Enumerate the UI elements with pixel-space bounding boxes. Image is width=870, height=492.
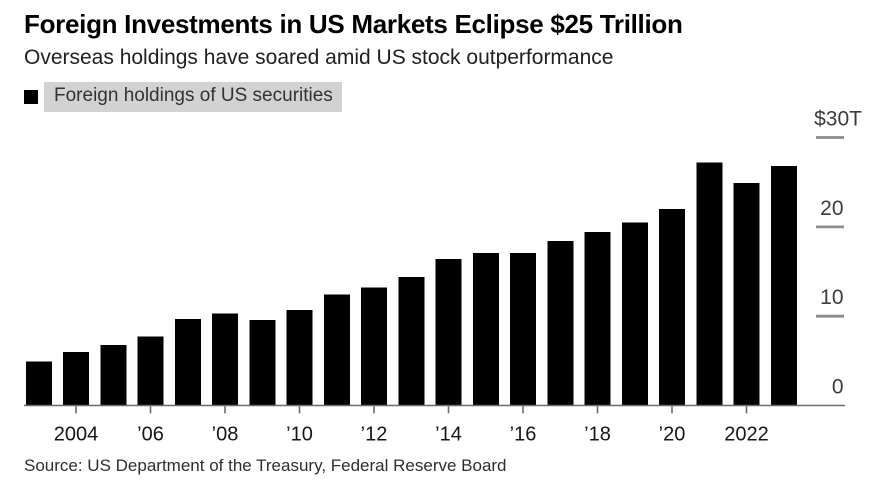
bar-2013 — [398, 276, 425, 406]
x-axis-label: 2004 — [54, 424, 99, 446]
x-axis-label: ’10 — [286, 424, 313, 446]
bar-2018 — [584, 232, 611, 406]
y-axis-label: 20 — [820, 197, 843, 220]
legend-label: Foreign holdings of US securities — [44, 82, 342, 112]
legend-swatch-icon — [24, 90, 38, 104]
bar-2021 — [696, 162, 723, 406]
x-axis-label: ’12 — [361, 424, 388, 446]
x-axis-label: 2022 — [724, 424, 769, 446]
bar-2019 — [621, 222, 648, 406]
source-note: Source: US Department of the Treasury, F… — [24, 456, 507, 475]
chart-title: Foreign Investments in US Markets Eclips… — [24, 9, 683, 39]
x-axis-label: ’18 — [584, 424, 611, 446]
bar-2014 — [435, 259, 462, 406]
chart-subtitle: Overseas holdings have soared amid US st… — [24, 46, 614, 69]
bar-2008 — [212, 313, 238, 406]
bar-2020 — [659, 209, 685, 406]
y-axis-label: $30T — [814, 108, 862, 131]
bar-2006 — [137, 336, 164, 406]
bar-2011 — [323, 294, 350, 406]
bar-2012 — [361, 287, 387, 406]
x-axis-label: ’16 — [510, 424, 537, 446]
bar-2004 — [63, 351, 89, 406]
x-axis-label: ’08 — [212, 424, 239, 446]
bar-2007 — [174, 318, 201, 406]
bar-2003 — [25, 361, 52, 406]
x-axis-label: ’20 — [659, 424, 686, 446]
x-axis-label: ’14 — [435, 424, 462, 446]
bar-2015 — [472, 252, 499, 406]
bar-2017 — [547, 241, 574, 406]
bar-2005 — [100, 344, 127, 406]
x-axis-label: ’06 — [137, 424, 164, 446]
legend: Foreign holdings of US securities — [24, 82, 342, 112]
bar-2023 — [770, 166, 797, 406]
bar-2022 — [733, 183, 760, 406]
y-axis-label: 10 — [820, 286, 843, 309]
bar-2016 — [510, 252, 536, 406]
y-axis-label: 0 — [832, 376, 844, 399]
bar-2009 — [249, 319, 276, 406]
bar-2010 — [286, 309, 313, 406]
